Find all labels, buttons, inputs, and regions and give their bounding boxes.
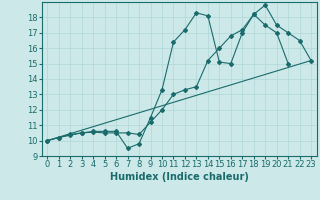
X-axis label: Humidex (Indice chaleur): Humidex (Indice chaleur) <box>110 172 249 182</box>
